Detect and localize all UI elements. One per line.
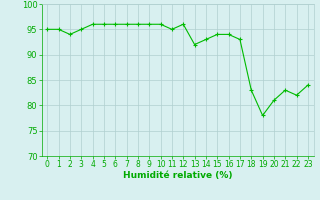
X-axis label: Humidité relative (%): Humidité relative (%) (123, 171, 232, 180)
